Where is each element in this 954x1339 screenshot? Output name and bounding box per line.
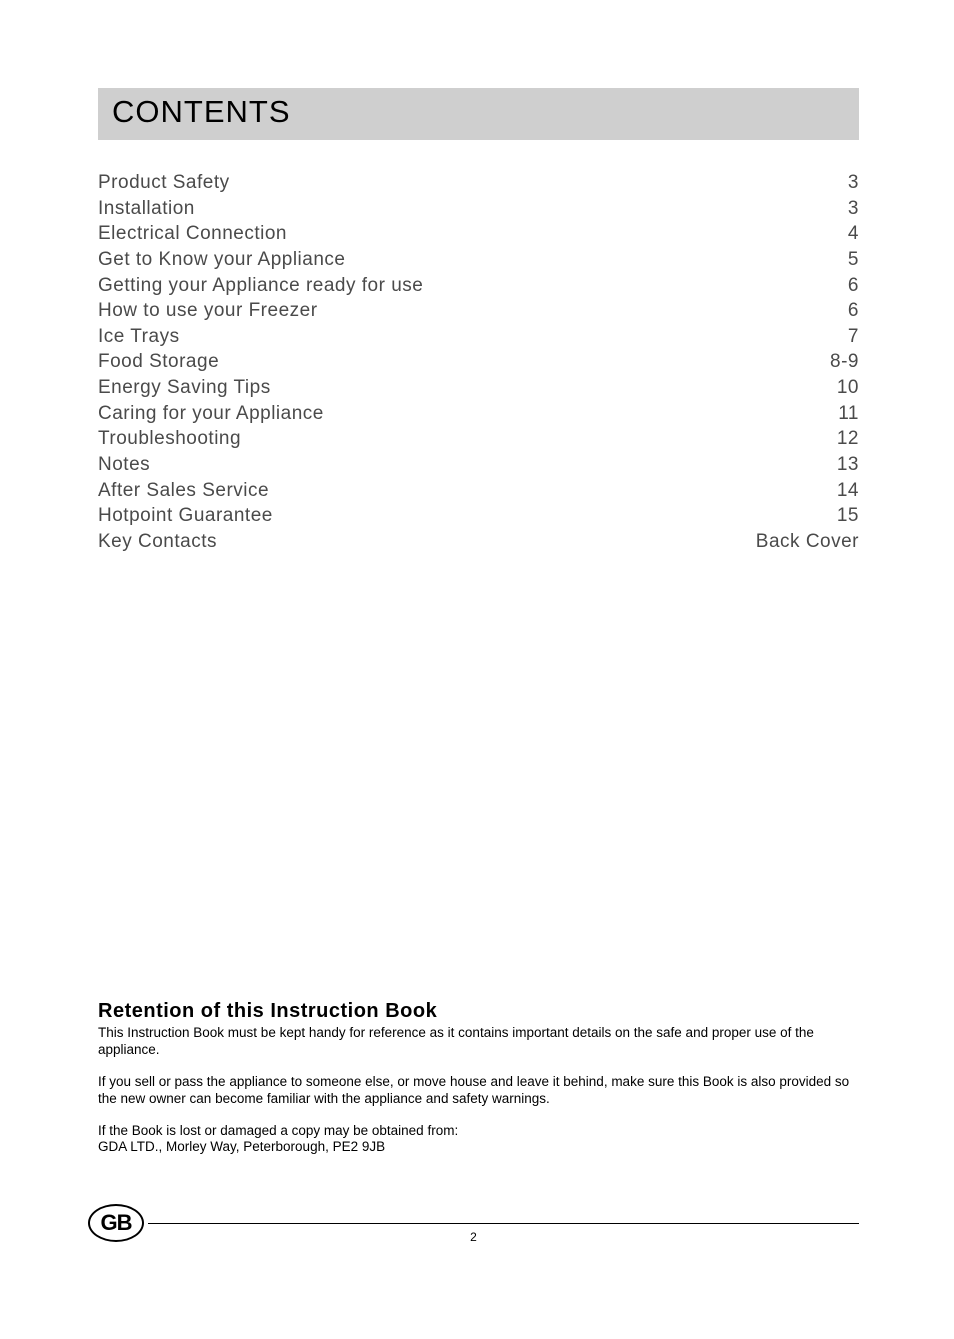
toc-row: Hotpoint Guarantee 15 xyxy=(98,503,859,529)
toc-page: 14 xyxy=(837,478,859,504)
toc-row: Get to Know your Appliance 5 xyxy=(98,247,859,273)
toc-label: Get to Know your Appliance xyxy=(98,247,345,273)
page-footer: GB 2 xyxy=(88,1204,859,1244)
toc-page: 6 xyxy=(848,273,859,299)
toc-page: 3 xyxy=(848,196,859,222)
toc-row: Caring for your Appliance 11 xyxy=(98,401,859,427)
toc-row: Key Contacts Back Cover xyxy=(98,529,859,555)
toc-row: Troubleshooting 12 xyxy=(98,426,859,452)
retention-para3: If the Book is lost or damaged a copy ma… xyxy=(98,1123,859,1157)
retention-para1: This Instruction Book must be kept handy… xyxy=(98,1025,859,1059)
toc-label: Installation xyxy=(98,196,195,222)
toc-row: Energy Saving Tips 10 xyxy=(98,375,859,401)
retention-para3-text: If the Book is lost or damaged a copy ma… xyxy=(98,1123,458,1138)
toc-page: 7 xyxy=(848,324,859,350)
toc-row: How to use your Freezer 6 xyxy=(98,298,859,324)
toc-label: After Sales Service xyxy=(98,478,269,504)
toc-page: 8-9 xyxy=(830,349,859,375)
toc-page: 15 xyxy=(837,503,859,529)
toc-page: 13 xyxy=(837,452,859,478)
toc-row: Product Safety 3 xyxy=(98,170,859,196)
page-title: CONTENTS xyxy=(112,94,845,130)
toc-label: Caring for your Appliance xyxy=(98,401,324,427)
toc-label: Notes xyxy=(98,452,150,478)
toc-label: Key Contacts xyxy=(98,529,217,555)
toc-row: Ice Trays 7 xyxy=(98,324,859,350)
toc-row: Notes 13 xyxy=(98,452,859,478)
toc-page: 12 xyxy=(837,426,859,452)
retention-para2: If you sell or pass the appliance to som… xyxy=(98,1074,859,1108)
toc-label: Hotpoint Guarantee xyxy=(98,503,273,529)
toc-label: Getting your Appliance ready for use xyxy=(98,273,423,299)
toc-label: Energy Saving Tips xyxy=(98,375,271,401)
toc-page: 6 xyxy=(848,298,859,324)
toc-row: Getting your Appliance ready for use 6 xyxy=(98,273,859,299)
toc-page: Back Cover xyxy=(756,529,859,555)
toc-page: 4 xyxy=(848,221,859,247)
toc-row: Installation 3 xyxy=(98,196,859,222)
toc-row: Electrical Connection 4 xyxy=(98,221,859,247)
table-of-contents: Product Safety 3 Installation 3 Electric… xyxy=(98,170,859,555)
toc-label: Product Safety xyxy=(98,170,230,196)
toc-label: How to use your Freezer xyxy=(98,298,318,324)
toc-label: Electrical Connection xyxy=(98,221,287,247)
toc-label: Troubleshooting xyxy=(98,426,241,452)
toc-row: After Sales Service 14 xyxy=(98,478,859,504)
page-number: 2 xyxy=(88,1230,859,1244)
toc-label: Ice Trays xyxy=(98,324,180,350)
title-bar: CONTENTS xyxy=(98,88,859,140)
toc-page: 5 xyxy=(848,247,859,273)
toc-row: Food Storage 8-9 xyxy=(98,349,859,375)
toc-label: Food Storage xyxy=(98,349,219,375)
retention-heading: Retention of this Instruction Book xyxy=(98,1000,859,1023)
retention-address: GDA LTD., Morley Way, Peterborough, PE2 … xyxy=(98,1139,385,1154)
toc-page: 11 xyxy=(838,401,859,427)
toc-page: 10 xyxy=(837,375,859,401)
page-container: CONTENTS Product Safety 3 Installation 3… xyxy=(0,0,954,1339)
retention-section: Retention of this Instruction Book This … xyxy=(98,1000,859,1156)
toc-page: 3 xyxy=(848,170,859,196)
footer-divider xyxy=(148,1223,859,1224)
